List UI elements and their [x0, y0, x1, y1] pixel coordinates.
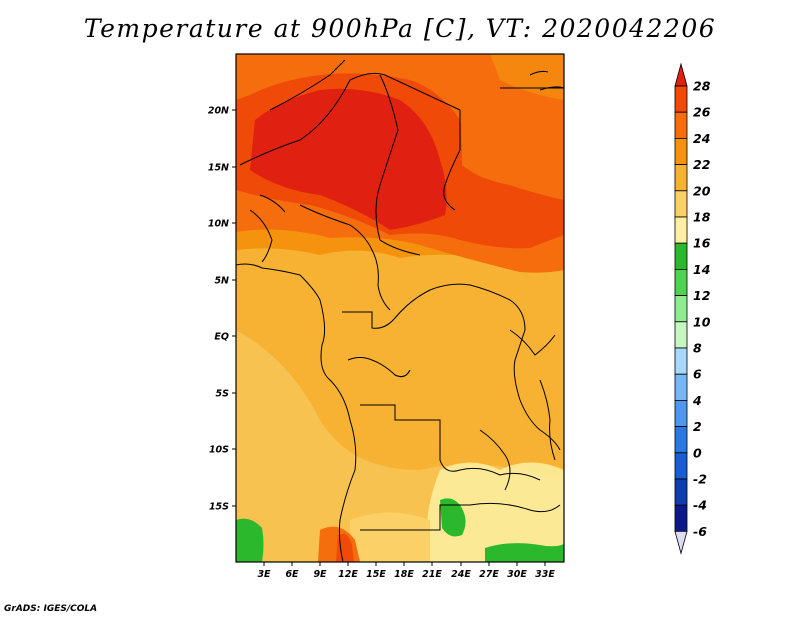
- credit-text: GrADS: IGES/COLA: [4, 604, 98, 614]
- colorbar-label: 14: [693, 262, 710, 277]
- colorbar-swatch: [674, 347, 688, 375]
- colorbar-swatch: [674, 295, 688, 323]
- chart-title: Temperature at 900hPa [C], VT: 202004220…: [83, 14, 717, 43]
- colorbar-label: -2: [693, 472, 707, 487]
- colorbar-swatch: [674, 85, 688, 113]
- lon-label: 12E: [338, 569, 358, 580]
- lat-axis: 20N 15N 10N 5N EQ 5S 10S 15S: [208, 106, 236, 513]
- map-frame: [235, 53, 565, 563]
- colorbar-swatch: [674, 164, 688, 192]
- colorbar-swatch: [674, 242, 688, 270]
- colorbar-label: 8: [693, 341, 702, 356]
- colorbar-label: 12: [693, 288, 710, 303]
- colorbar-swatch: [674, 190, 688, 218]
- colorbar-label: 4: [692, 393, 702, 408]
- colorbar-label: 18: [693, 210, 711, 225]
- colorbar-label: -4: [693, 498, 707, 513]
- colorbar-swatch: [674, 478, 688, 506]
- lat-label: 20N: [208, 106, 229, 117]
- colorbar-swatch: [674, 504, 688, 532]
- lon-axis: 3E 6E 9E 12E 15E 18E 21E 24E 27E 30E 33E: [257, 562, 555, 580]
- colorbar-label: 0: [693, 445, 702, 460]
- colorbar-top-arrow: [674, 62, 688, 87]
- lat-label: EQ: [214, 332, 229, 343]
- colorbar-swatch: [674, 111, 688, 139]
- country-borders: [236, 59, 564, 562]
- colorbar-label: 20: [693, 183, 711, 198]
- lon-label: 18E: [394, 569, 414, 580]
- temperature-field: [236, 54, 564, 562]
- lon-label: 24E: [451, 569, 471, 580]
- lon-label: 9E: [313, 569, 327, 580]
- lon-label: 6E: [285, 569, 299, 580]
- colorbar-label: 16: [693, 236, 711, 251]
- colorbar-label: 26: [693, 105, 711, 120]
- colorbar-label: 2: [693, 419, 702, 434]
- colorbar-label: 6: [693, 367, 702, 382]
- colorbar-label: 24: [693, 131, 710, 146]
- colorbar-swatch: [674, 373, 688, 401]
- colorbar-swatch: [674, 137, 688, 165]
- colorbar-swatch: [674, 268, 688, 296]
- lat-label: 15S: [209, 502, 229, 513]
- colorbar-swatch: [674, 452, 688, 480]
- lon-label: 30E: [507, 569, 527, 580]
- colorbar-swatch: [674, 426, 688, 454]
- colorbar-swatch: [674, 216, 688, 244]
- colorbar-bottom-arrow: [674, 531, 688, 555]
- lat-label: 5N: [214, 276, 229, 287]
- colorbar-label: 10: [693, 314, 711, 329]
- colorbar-label: 28: [693, 79, 711, 94]
- lat-label: 5S: [216, 389, 230, 400]
- lon-label: 15E: [366, 569, 386, 580]
- lon-label: 21E: [422, 569, 442, 580]
- lat-label: 10N: [208, 219, 229, 230]
- lat-label: 15N: [208, 163, 229, 174]
- colorbar-swatch: [674, 321, 688, 349]
- lon-label: 27E: [479, 569, 499, 580]
- lon-label: 3E: [257, 569, 271, 580]
- colorbar-label: 22: [693, 157, 710, 172]
- lon-label: 33E: [535, 569, 555, 580]
- lat-label: 10S: [209, 445, 229, 456]
- colorbar-swatch: [674, 399, 688, 427]
- colorbar-label: -6: [693, 524, 707, 539]
